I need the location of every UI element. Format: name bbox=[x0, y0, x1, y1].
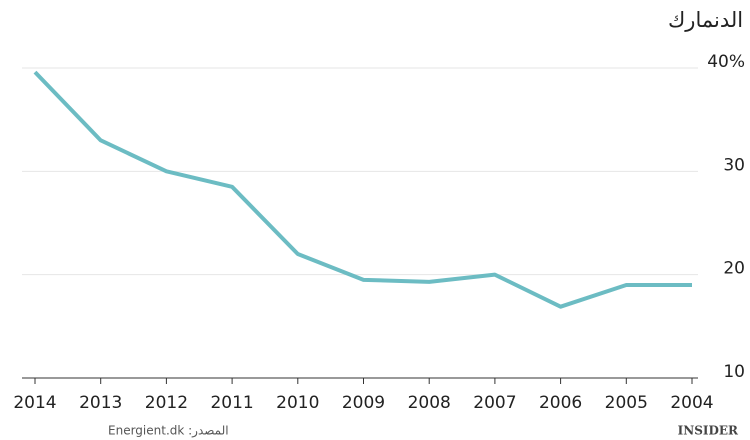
x-tick-label: 2009 bbox=[342, 393, 385, 413]
y-tick-label: 40% bbox=[707, 52, 745, 72]
x-tick-label: 2005 bbox=[605, 393, 648, 413]
x-tick-label: 2011 bbox=[210, 393, 253, 413]
x-tick-label: 2012 bbox=[145, 393, 188, 413]
x-tick-label: 2006 bbox=[539, 393, 582, 413]
x-tick-label: 2014 bbox=[13, 393, 56, 413]
logo: INSIDER bbox=[678, 424, 739, 438]
x-tick-label: 2007 bbox=[473, 393, 516, 413]
y-tick-label: 20 bbox=[723, 259, 745, 279]
x-tick-label: 2004 bbox=[670, 393, 713, 413]
y-tick-label: 10 bbox=[723, 362, 745, 382]
chart-title: حصة محطات طاقة الرياح في تطوير الطاقة ال… bbox=[668, 8, 750, 32]
x-tick-label: 2013 bbox=[79, 393, 122, 413]
x-tick-label: 2008 bbox=[408, 393, 451, 413]
source: المصدر: Energient.dk bbox=[108, 424, 229, 439]
x-tick-label: 2010 bbox=[276, 393, 319, 413]
line bbox=[33, 70, 692, 309]
y-tick-label: 30 bbox=[723, 155, 745, 175]
